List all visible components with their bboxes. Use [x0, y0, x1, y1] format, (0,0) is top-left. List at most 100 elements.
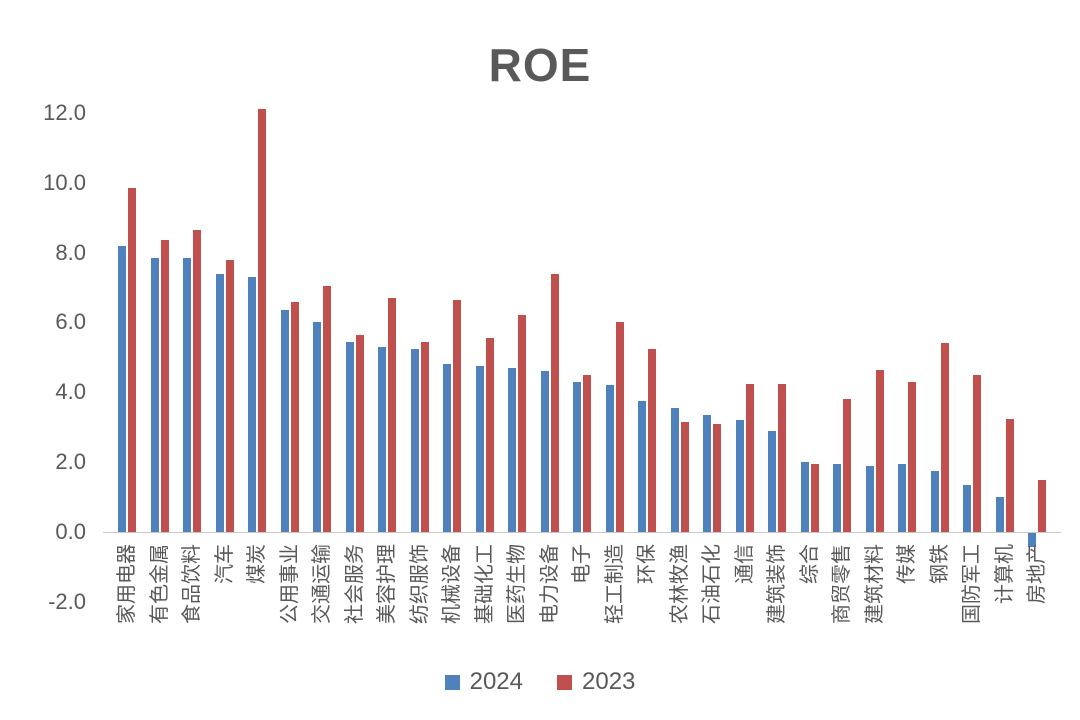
bar-2023	[388, 298, 396, 532]
x-axis-label: 石油石化	[701, 544, 723, 624]
bar-2024	[995, 497, 1004, 532]
bar-2023	[973, 374, 981, 532]
x-axis-label: 有色金属	[148, 544, 171, 624]
bar-2024	[768, 430, 776, 532]
x-axis-label: 商贸零售	[831, 544, 853, 624]
x-axis-label: 建筑材料	[863, 544, 886, 624]
bar-2023	[485, 338, 494, 532]
legend-label-2024: 2024	[469, 668, 523, 695]
x-axis-label: 环保	[636, 544, 658, 584]
y-axis-label: 10.0	[43, 169, 86, 195]
x-axis-label: 电子	[571, 544, 593, 584]
bar-2023	[1005, 418, 1014, 532]
bar-2024	[573, 381, 581, 532]
legend-label-2023: 2023	[582, 668, 636, 695]
bar-2024	[215, 273, 224, 532]
bar-2024	[605, 385, 614, 532]
bar-2023	[875, 369, 884, 532]
bar-2024	[378, 346, 386, 532]
bar-2023	[453, 299, 461, 532]
bar-2024	[443, 364, 451, 532]
bar-2023	[680, 422, 689, 532]
bar-2023	[1038, 479, 1046, 532]
y-axis-label: 4.0	[55, 379, 86, 405]
bar-2024	[1028, 533, 1036, 547]
bar-2023	[290, 301, 299, 532]
x-axis-label: 电力设备	[538, 544, 561, 624]
x-axis-label: 建筑装饰	[766, 544, 788, 624]
legend-swatch-2023	[557, 674, 572, 690]
legend-item-2024: 2024	[444, 668, 523, 696]
y-axis-label: 12.0	[43, 99, 86, 125]
x-axis-label: 国防军工	[961, 544, 983, 624]
bar-2024	[930, 470, 939, 532]
bar-2023	[745, 383, 754, 532]
bar-2024	[670, 408, 679, 532]
bar-2023	[258, 109, 266, 532]
bar-2023	[648, 348, 656, 532]
x-axis-label: 交通运输	[311, 544, 333, 624]
bar-2023	[355, 334, 364, 532]
x-axis-label: 通信	[733, 544, 756, 584]
y-axis-label: -2.0	[48, 588, 86, 614]
bar-2023	[908, 381, 916, 532]
bar-2024	[410, 348, 419, 532]
x-axis-label: 农林牧渔	[668, 544, 691, 624]
x-axis-label: 食品饮料	[181, 544, 203, 624]
x-axis-label: 计算机	[993, 544, 1016, 604]
x-axis-label: 钢铁	[928, 544, 951, 584]
bar-2024	[963, 484, 971, 532]
bar-2024	[800, 462, 809, 532]
x-axis-label: 医药生物	[506, 544, 528, 624]
bar-2023	[160, 240, 169, 532]
bar-2024	[183, 257, 191, 532]
bar-2024	[508, 367, 516, 532]
x-axis-label: 房地产	[1026, 544, 1048, 604]
x-axis-label: 煤炭	[246, 544, 268, 584]
x-axis-label: 公用事业	[278, 544, 301, 624]
bar-2023	[713, 423, 721, 532]
x-axis-label: 综合	[798, 544, 821, 584]
bar-2023	[323, 285, 331, 532]
bar-2023	[583, 374, 591, 532]
x-axis-label: 传媒	[896, 544, 918, 584]
bar-2023	[193, 229, 201, 532]
bar-2024	[540, 371, 549, 532]
x-axis-label: 机械设备	[441, 544, 463, 624]
x-axis-label: 美容护理	[376, 544, 398, 624]
y-axis-label: 0.0	[55, 519, 86, 544]
bar-2024	[150, 257, 159, 532]
bar-2023	[225, 259, 234, 532]
y-axis-label: 2.0	[55, 449, 86, 475]
x-axis-label: 家用电器	[116, 544, 138, 624]
bar-2024	[313, 322, 321, 532]
bar-2024	[248, 277, 256, 532]
bar-2024	[703, 415, 711, 532]
legend-swatch-2024	[444, 674, 460, 690]
x-axis-label: 基础化工	[473, 544, 496, 624]
x-axis-label: 轻工制造	[603, 544, 626, 624]
bar-2024	[345, 341, 354, 532]
x-axis-label: 纺织服饰	[408, 544, 431, 624]
bar-2023	[128, 188, 136, 532]
y-axis-label: 6.0	[55, 309, 86, 335]
bar-2023	[843, 399, 851, 532]
bar-2023	[778, 383, 786, 532]
x-axis-label: 汽车	[213, 544, 236, 584]
legend-item-2023: 2023	[557, 668, 635, 696]
bar-2023	[615, 322, 624, 532]
x-axis-line	[103, 532, 1061, 533]
bar-2023	[940, 343, 949, 532]
bar-2023	[420, 341, 429, 532]
legend: 2024 2023	[0, 668, 1080, 696]
y-axis-label: 8.0	[55, 239, 86, 265]
bar-2024	[735, 420, 744, 532]
bar-2024	[280, 310, 289, 532]
bar-2024	[833, 463, 841, 532]
bar-2024	[638, 401, 646, 532]
bar-2023	[518, 315, 526, 532]
bar-2024	[865, 465, 874, 532]
bar-2024	[898, 463, 906, 532]
bar-2023	[810, 463, 819, 532]
